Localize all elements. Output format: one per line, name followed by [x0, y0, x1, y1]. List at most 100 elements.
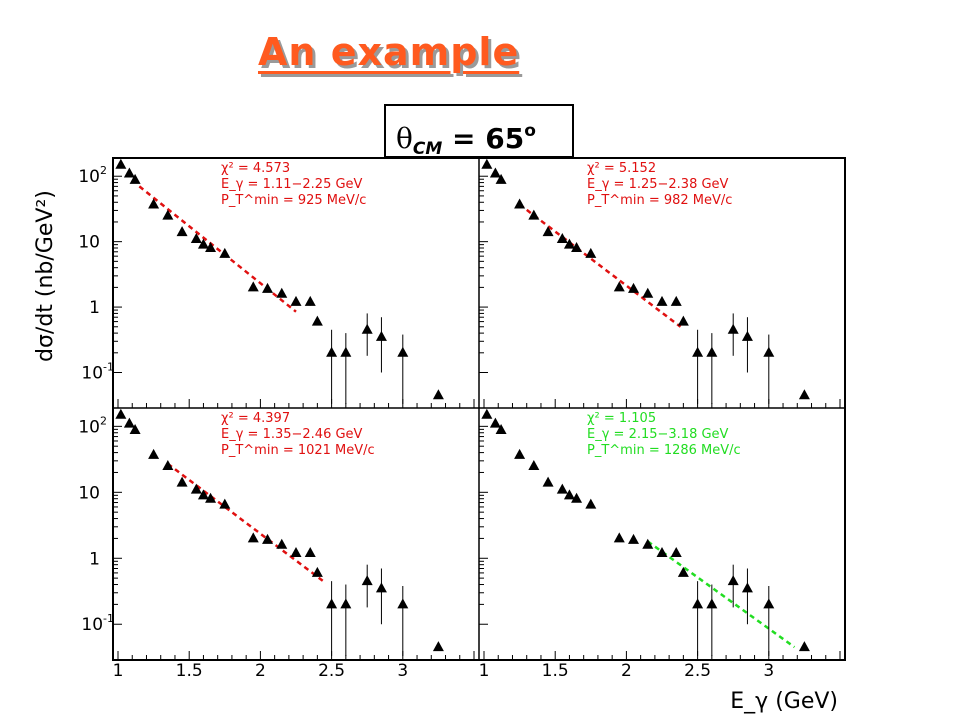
- panel-ptmin-label: P_T^min = 1286 MeV/c: [587, 443, 741, 458]
- panel-3: [113, 408, 475, 660]
- data-point: [727, 323, 739, 334]
- data-point: [556, 483, 568, 494]
- data-point: [481, 408, 493, 419]
- slide-title: An example: [258, 30, 520, 74]
- data-point: [290, 295, 302, 306]
- panel-4: [479, 408, 841, 660]
- x-tick-label: 1: [113, 661, 124, 681]
- data-point: [571, 492, 583, 503]
- data-point: [247, 281, 259, 292]
- data-point: [571, 241, 583, 252]
- data-point: [219, 247, 231, 258]
- data-point: [197, 489, 209, 500]
- y-tick-label: 10: [78, 233, 100, 253]
- data-point: [311, 566, 323, 577]
- data-point: [129, 424, 141, 435]
- cm-angle-value: = 65: [442, 122, 525, 155]
- data-point: [162, 460, 174, 471]
- data-point: [129, 173, 141, 184]
- y-tick-label: 1: [89, 298, 100, 318]
- data-point: [656, 295, 668, 306]
- data-point: [219, 498, 231, 509]
- data-point: [628, 282, 640, 293]
- panel-chi2-label: χ² = 4.397: [221, 411, 290, 426]
- data-point: [677, 315, 689, 326]
- data-point: [276, 287, 288, 298]
- data-point: [262, 533, 274, 544]
- data-point: [148, 448, 160, 459]
- data-point: [628, 533, 640, 544]
- data-point: [542, 476, 554, 487]
- data-point: [123, 167, 135, 178]
- panel-chi2-label: χ² = 1.105: [587, 411, 656, 426]
- data-point: [262, 282, 274, 293]
- data-point: [276, 538, 288, 549]
- data-point: [397, 598, 409, 609]
- data-point: [763, 598, 775, 609]
- x-tick-label: 1.5: [542, 661, 569, 681]
- data-point: [670, 547, 682, 558]
- data-point: [176, 476, 188, 487]
- fit-curve: [518, 203, 682, 328]
- data-point: [197, 238, 209, 249]
- x-tick-label: 2: [255, 661, 266, 681]
- data-point: [692, 346, 704, 357]
- y-tick-label: 102: [78, 164, 107, 187]
- data-point: [514, 448, 526, 459]
- data-point: [304, 295, 316, 306]
- panel-1: [113, 158, 475, 408]
- panel-chi2-label: χ² = 5.152: [587, 161, 656, 176]
- x-tick-label: 3: [763, 661, 774, 681]
- data-point: [613, 281, 625, 292]
- data-point: [642, 538, 654, 549]
- panel-energy-range-label: E_γ = 1.11−2.25 GeV: [221, 177, 363, 192]
- data-point: [205, 492, 217, 503]
- x-tick-label: 2: [621, 661, 632, 681]
- data-point: [706, 346, 718, 357]
- fit-curve: [138, 185, 297, 313]
- data-point: [763, 346, 775, 357]
- panel-energy-range-label: E_γ = 1.35−2.46 GeV: [221, 427, 363, 442]
- panel-ptmin-label: P_T^min = 982 MeV/c: [587, 193, 732, 208]
- data-point: [585, 498, 597, 509]
- data-point: [741, 330, 753, 341]
- data-point: [311, 315, 323, 326]
- data-point: [613, 532, 625, 543]
- data-point: [798, 389, 810, 400]
- data-point: [798, 641, 810, 652]
- x-tick-label: 1.5: [176, 661, 203, 681]
- panel-chi2-label: χ² = 4.573: [221, 161, 290, 176]
- data-point: [727, 575, 739, 586]
- x-tick-label: 2.5: [684, 661, 711, 681]
- data-point: [563, 489, 575, 500]
- data-point: [340, 346, 352, 357]
- data-point: [115, 408, 127, 419]
- fit-curve: [167, 462, 327, 585]
- data-point: [432, 389, 444, 400]
- y-tick-label: 10-1: [81, 612, 114, 635]
- data-point: [528, 209, 540, 220]
- data-point: [481, 158, 493, 169]
- data-point: [741, 582, 753, 593]
- degree-superscript: o: [524, 121, 536, 141]
- data-point: [247, 532, 259, 543]
- data-point: [123, 417, 135, 428]
- data-point: [190, 483, 202, 494]
- data-point: [361, 323, 373, 334]
- panel-energy-range-label: E_γ = 1.25−2.38 GeV: [587, 177, 729, 192]
- data-point: [563, 238, 575, 249]
- y-tick-label: 1: [89, 549, 100, 569]
- fit-curve: [647, 540, 796, 649]
- data-point: [656, 547, 668, 558]
- data-point: [692, 598, 704, 609]
- data-point: [528, 460, 540, 471]
- data-point: [489, 417, 501, 428]
- data-point: [326, 598, 338, 609]
- cm-angle-box: θCM = 65o: [384, 104, 574, 159]
- data-point: [432, 641, 444, 652]
- data-point: [495, 173, 507, 184]
- data-point: [585, 247, 597, 258]
- y-tick-label: 10-1: [81, 360, 114, 383]
- data-point: [489, 167, 501, 178]
